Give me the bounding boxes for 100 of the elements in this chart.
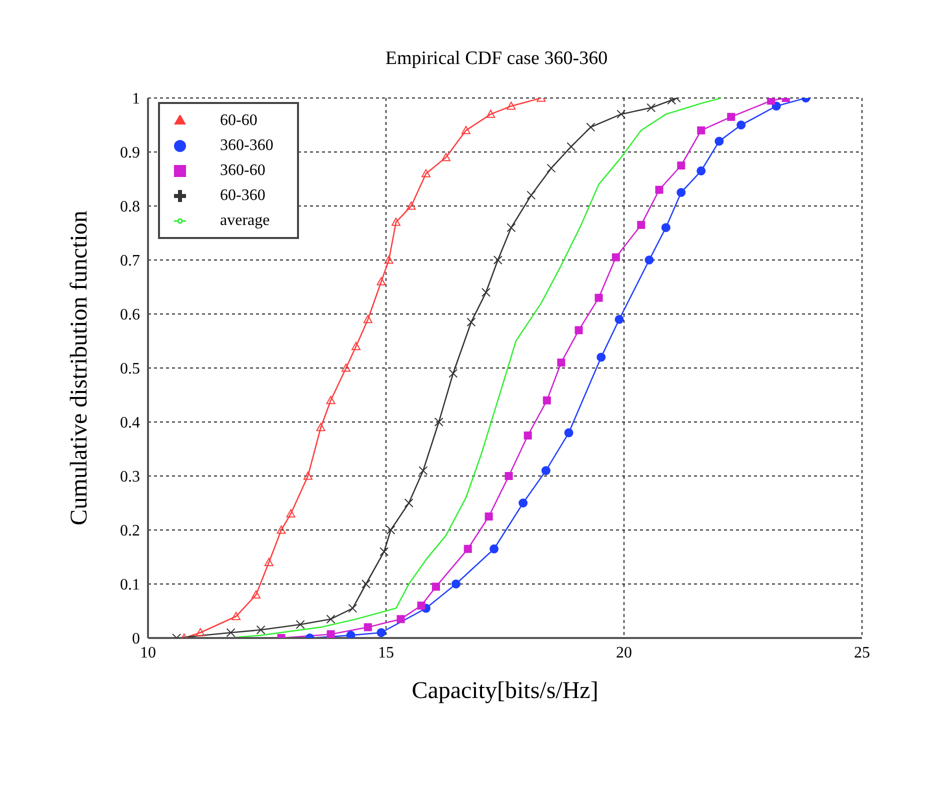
point [481, 288, 490, 297]
point [564, 428, 574, 438]
point [432, 582, 440, 591]
point [767, 98, 776, 105]
point [542, 396, 551, 404]
point [661, 223, 670, 232]
point [226, 628, 236, 638]
point [506, 223, 516, 232]
point [441, 152, 450, 162]
point [493, 256, 502, 264]
point [541, 466, 550, 476]
point [566, 142, 576, 152]
point [772, 102, 781, 111]
x-tick-label: 25 [854, 644, 870, 662]
y-tick-label: 0.2 [120, 522, 140, 540]
point [346, 630, 356, 638]
x-tick-label: 20 [616, 644, 632, 662]
point [276, 526, 286, 534]
point [396, 615, 405, 624]
legend-label: 60-360 [220, 187, 266, 204]
y-tick-label: 0.1 [120, 576, 140, 594]
point [696, 166, 706, 176]
point [697, 126, 706, 134]
point [736, 120, 746, 130]
point [376, 277, 386, 286]
point [448, 368, 458, 378]
point [386, 526, 396, 534]
point [526, 190, 536, 200]
point [574, 326, 583, 334]
point [466, 318, 476, 327]
point [417, 602, 426, 610]
y-tick-label: 0.7 [120, 252, 140, 270]
point [384, 256, 394, 264]
point [404, 498, 414, 508]
point [655, 186, 664, 194]
point [714, 136, 724, 146]
point [421, 169, 430, 178]
point [461, 126, 470, 134]
point [256, 625, 266, 634]
point [727, 112, 736, 121]
y-tick-label: 1 [132, 90, 140, 108]
point [676, 188, 686, 197]
point [418, 466, 428, 476]
point [252, 590, 261, 598]
point [677, 162, 686, 170]
point [594, 294, 603, 302]
point [557, 358, 566, 367]
point [490, 544, 499, 554]
y-tick-label: 0.3 [120, 468, 140, 486]
point [637, 220, 646, 229]
point [504, 472, 513, 480]
chart-title: Empirical CDF case 360-360 [384, 47, 609, 71]
point [286, 509, 296, 518]
point [296, 620, 305, 629]
point [646, 103, 656, 112]
y-tick-label: 0.8 [120, 198, 140, 216]
point [451, 580, 460, 588]
point [518, 498, 528, 508]
x-tick-label: 15 [378, 644, 394, 662]
point [376, 628, 386, 638]
point [264, 558, 274, 566]
point [616, 110, 626, 119]
x-tick-label: 10 [140, 644, 156, 662]
x-axis-title: Capacity[bits/s/Hz] [412, 678, 598, 704]
point [232, 612, 241, 620]
point [363, 314, 372, 324]
point [464, 544, 472, 553]
legend-label: 360-360 [220, 137, 274, 154]
point [546, 164, 556, 173]
y-tick-label: 0.5 [120, 360, 140, 378]
point [506, 102, 516, 110]
point [326, 630, 335, 638]
point [406, 202, 416, 210]
point [596, 352, 606, 362]
point [316, 422, 326, 432]
point [612, 253, 620, 262]
legend-label: average [220, 212, 270, 229]
point [391, 218, 400, 226]
point [326, 396, 336, 404]
y-tick-label: 0.9 [120, 144, 140, 162]
point [342, 364, 351, 372]
point [486, 110, 496, 118]
legend-label: 60-60 [220, 112, 258, 129]
point [303, 472, 312, 480]
point [614, 314, 624, 324]
point [348, 604, 358, 613]
point [644, 256, 654, 264]
point [362, 580, 371, 588]
legend-label: 360-60 [220, 162, 266, 179]
point [364, 623, 372, 632]
point [524, 432, 532, 440]
point [586, 122, 596, 132]
point [380, 547, 389, 556]
y-axis-title: Cumulative distribution function [66, 210, 93, 526]
point [434, 418, 444, 426]
point [196, 628, 205, 636]
point [326, 614, 336, 624]
point [352, 342, 361, 350]
y-tick-label: 0.6 [120, 306, 140, 324]
y-tick-label: 0.4 [120, 414, 140, 432]
